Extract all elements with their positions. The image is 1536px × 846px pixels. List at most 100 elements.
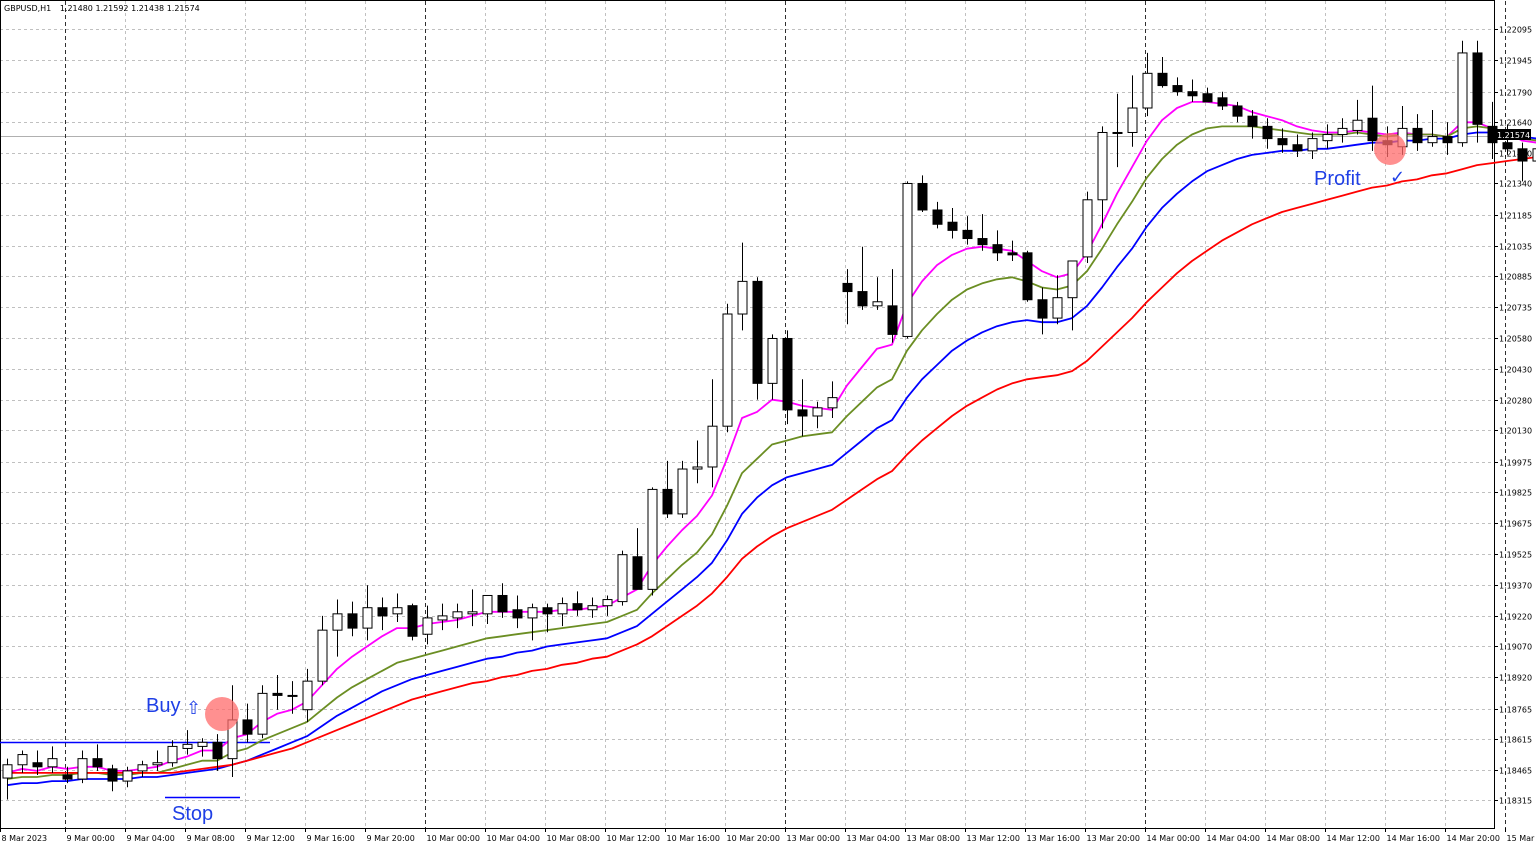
- candle[interactable]: [812, 401, 823, 429]
- candle[interactable]: [1277, 128, 1288, 153]
- candle[interactable]: [1217, 91, 1228, 111]
- candle[interactable]: [962, 216, 973, 245]
- candle[interactable]: [602, 595, 613, 616]
- candle[interactable]: [557, 597, 568, 627]
- candle[interactable]: [1307, 132, 1318, 159]
- candle[interactable]: [692, 440, 703, 484]
- candle[interactable]: [467, 589, 478, 627]
- candle[interactable]: [92, 744, 103, 771]
- price-levels[interactable]: [0, 741, 270, 799]
- candle[interactable]: [992, 230, 1003, 261]
- candle[interactable]: [1442, 122, 1453, 155]
- candle[interactable]: [62, 766, 73, 784]
- candle[interactable]: [47, 746, 58, 773]
- candle[interactable]: [1172, 77, 1183, 96]
- candle[interactable]: [842, 269, 853, 325]
- candle[interactable]: [677, 460, 688, 518]
- candle[interactable]: [1472, 40, 1483, 143]
- candle[interactable]: [287, 681, 298, 714]
- candle[interactable]: [212, 734, 223, 771]
- candlesticks[interactable]: [2, 40, 1536, 800]
- candle[interactable]: [707, 379, 718, 488]
- candle[interactable]: [887, 269, 898, 343]
- candle[interactable]: [497, 583, 508, 618]
- candle[interactable]: [1427, 110, 1438, 147]
- candle[interactable]: [1157, 57, 1168, 88]
- candle[interactable]: [737, 242, 748, 331]
- candle[interactable]: [1457, 40, 1468, 147]
- candle[interactable]: [572, 591, 583, 616]
- candle[interactable]: [317, 615, 328, 686]
- candle[interactable]: [377, 597, 388, 631]
- candle[interactable]: [452, 603, 463, 629]
- candle[interactable]: [1097, 126, 1108, 229]
- candle[interactable]: [1037, 287, 1048, 335]
- candle[interactable]: [632, 528, 643, 590]
- candle[interactable]: [902, 181, 913, 339]
- candle[interactable]: [1412, 114, 1423, 151]
- candle[interactable]: [1127, 75, 1138, 147]
- candle[interactable]: [767, 334, 778, 400]
- candle[interactable]: [1262, 118, 1273, 149]
- candle[interactable]: [407, 603, 418, 641]
- candle[interactable]: [752, 277, 763, 400]
- candle[interactable]: [242, 703, 253, 743]
- candle[interactable]: [1337, 118, 1348, 143]
- candle[interactable]: [32, 750, 43, 775]
- candle[interactable]: [872, 277, 883, 310]
- candle[interactable]: [77, 750, 88, 784]
- candle[interactable]: [527, 603, 538, 641]
- candle[interactable]: [122, 766, 133, 788]
- candle[interactable]: [437, 603, 448, 631]
- candle[interactable]: [347, 601, 358, 637]
- candle[interactable]: [932, 201, 943, 229]
- candle[interactable]: [857, 246, 868, 310]
- candle[interactable]: [587, 597, 598, 618]
- candle[interactable]: [1082, 191, 1093, 264]
- candle[interactable]: [797, 379, 808, 437]
- candle[interactable]: [647, 487, 658, 596]
- candle[interactable]: [302, 668, 313, 722]
- candle[interactable]: [1007, 240, 1018, 261]
- candle[interactable]: [977, 214, 988, 251]
- candle[interactable]: [722, 303, 733, 433]
- candle[interactable]: [197, 738, 208, 757]
- candle[interactable]: [182, 730, 193, 755]
- candle[interactable]: [1142, 52, 1153, 117]
- candle[interactable]: [362, 585, 373, 641]
- candle[interactable]: [257, 685, 268, 739]
- candle[interactable]: [392, 593, 403, 622]
- candle[interactable]: [167, 740, 178, 767]
- candle[interactable]: [512, 595, 523, 629]
- candle[interactable]: [152, 750, 163, 771]
- candle[interactable]: [422, 605, 433, 645]
- candle[interactable]: [272, 675, 283, 710]
- candle[interactable]: [827, 381, 838, 419]
- candle[interactable]: [617, 550, 628, 606]
- candle[interactable]: [2, 758, 13, 800]
- candle[interactable]: [482, 594, 493, 625]
- candle[interactable]: [1187, 79, 1198, 102]
- candle[interactable]: [1232, 101, 1243, 123]
- candle[interactable]: [1532, 137, 1536, 168]
- candle[interactable]: [17, 750, 28, 773]
- candle[interactable]: [1202, 87, 1213, 103]
- candle[interactable]: [1292, 134, 1303, 157]
- candle[interactable]: [917, 175, 928, 213]
- candle[interactable]: [1247, 110, 1258, 139]
- candle[interactable]: [1322, 124, 1333, 149]
- candle[interactable]: [947, 207, 958, 239]
- candle[interactable]: [1367, 85, 1378, 151]
- candle[interactable]: [1052, 275, 1063, 325]
- candle[interactable]: [137, 760, 148, 778]
- candle[interactable]: [782, 330, 793, 425]
- candle[interactable]: [1067, 260, 1078, 331]
- candle[interactable]: [1022, 250, 1033, 302]
- candle[interactable]: [662, 460, 673, 518]
- candle[interactable]: [332, 599, 343, 657]
- candle[interactable]: [542, 603, 553, 633]
- candle[interactable]: [1517, 142, 1528, 182]
- candle[interactable]: [1112, 93, 1123, 168]
- candle[interactable]: [1352, 99, 1363, 135]
